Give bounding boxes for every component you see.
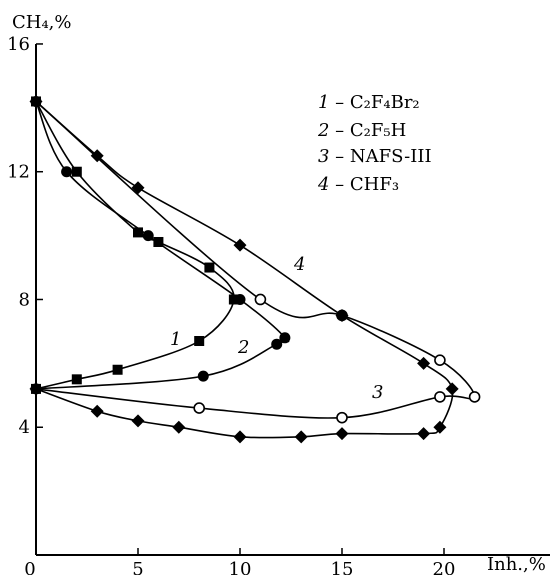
x-tick-label: 20: [433, 559, 456, 575]
series-1-point: [71, 374, 82, 385]
curve-label-2: 2: [237, 337, 249, 358]
markers: [29, 94, 481, 444]
legend-entry-1-num: 1: [318, 92, 329, 113]
series-3-point: [434, 354, 446, 366]
series-2-point: [234, 293, 246, 305]
x-tick-label: 0: [24, 559, 35, 575]
legend-entry-2-num: 2: [317, 120, 329, 141]
curve-label-1: 1: [170, 329, 181, 350]
legend-entry-4-num: 4: [317, 174, 329, 195]
legend-entry-1: 1 – C₂F₄Br₂: [318, 92, 420, 113]
series-4-point: [131, 414, 145, 428]
series-4-point: [172, 420, 186, 434]
y-tick-label: 12: [7, 162, 30, 183]
series-4-point: [90, 149, 104, 163]
series-4-point: [294, 430, 308, 444]
series-1-point: [112, 364, 123, 375]
series-4-point: [233, 430, 247, 444]
series-4-point: [131, 181, 145, 195]
series-1-point: [204, 262, 215, 273]
series-4-point: [335, 427, 349, 441]
series-1-point: [153, 236, 164, 247]
legend-entry-3-num: 3: [318, 146, 329, 167]
legend-entry-2: 2 – C₂F₅H: [317, 120, 406, 141]
series-2-point: [279, 332, 291, 344]
x-tick-label: 10: [229, 559, 252, 575]
series-4-point: [335, 308, 349, 322]
series-4-point: [233, 238, 247, 252]
series-2-point: [142, 230, 154, 242]
series-3-point: [468, 391, 481, 403]
series-2-point: [197, 370, 209, 382]
series-1-point: [194, 336, 205, 347]
legend-entry-3-name: NAFS-III: [350, 146, 432, 167]
series-4-point: [417, 427, 431, 441]
series-1-point: [133, 227, 143, 238]
series-1-point: [71, 166, 82, 177]
series-4-point: [29, 94, 43, 108]
y-tick-label: 8: [19, 289, 30, 310]
series-3-point: [336, 411, 348, 424]
series-4-point: [90, 404, 104, 418]
series-2-point: [271, 338, 283, 350]
series-4-point: [433, 420, 447, 434]
series-3-point: [254, 293, 267, 306]
legend-entry-3: 3 – NAFS-III: [318, 146, 432, 167]
axes: [35, 44, 550, 556]
y-axis-label: CH₄,%: [12, 12, 72, 33]
x-tick-label: 15: [331, 559, 354, 575]
legend-entry-1-name: C₂F₄Br₂: [350, 92, 420, 113]
x-tick-label: 5: [132, 559, 143, 575]
curve-labels: 1 2 3 4: [170, 254, 383, 403]
series-4-point: [445, 382, 459, 396]
curve-label-4: 4: [293, 254, 305, 275]
legend-entry-4-name: CHF₃: [350, 174, 399, 195]
y-tick-label: 16: [7, 34, 30, 55]
series-3-point: [193, 402, 205, 414]
y-tick-label: 4: [19, 417, 30, 438]
legend: 1 – C₂F₄Br₂ 2 – C₂F₅H 3 – NAFS-III 4 – C…: [317, 92, 432, 195]
x-axis-label: Inh.,%: [487, 554, 546, 575]
curve-label-3: 3: [372, 382, 383, 403]
series-3-point: [434, 391, 446, 403]
series-1-point: [228, 294, 239, 305]
legend-entry-4: 4 – CHF₃: [317, 174, 399, 195]
series-4-point: [29, 382, 43, 396]
series-2-point: [61, 166, 73, 178]
series-1-line: [35, 101, 235, 390]
legend-entry-2-name: C₂F₅H: [350, 120, 406, 141]
series-4-point: [417, 356, 431, 370]
